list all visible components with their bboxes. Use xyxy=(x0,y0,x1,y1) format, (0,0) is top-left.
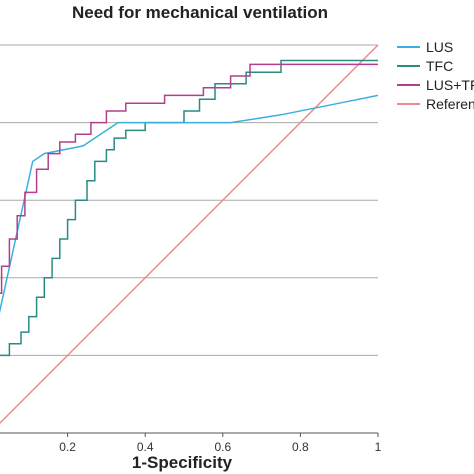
gridlines xyxy=(0,44,378,356)
x-axis-label: 1-Specificity xyxy=(132,453,233,472)
legend: LUS TFC LUS+TFC Reference line xyxy=(397,39,474,112)
plot-series xyxy=(0,44,379,425)
x-tick-label-0: 0.2 xyxy=(59,440,76,454)
x-ticks: 0.2 0.4 0.6 0.8 1 xyxy=(59,433,382,454)
x-tick-label-2: 0.6 xyxy=(214,440,231,454)
x-tick-label-3: 0.8 xyxy=(292,440,309,454)
series-line-1 xyxy=(0,59,378,357)
chart-title: Need for mechanical ventilation xyxy=(72,3,328,22)
x-tick-label-1: 0.4 xyxy=(137,440,154,454)
legend-label-0: LUS xyxy=(426,39,453,55)
x-tick-label-4: 1 xyxy=(375,440,382,454)
series-line-0 xyxy=(0,94,379,314)
legend-label-2: LUS+TFC xyxy=(426,77,474,93)
legend-label-3: Reference line xyxy=(426,96,474,112)
series-line-3 xyxy=(0,44,379,425)
legend-label-1: TFC xyxy=(426,58,453,74)
series-line-2 xyxy=(0,63,378,295)
